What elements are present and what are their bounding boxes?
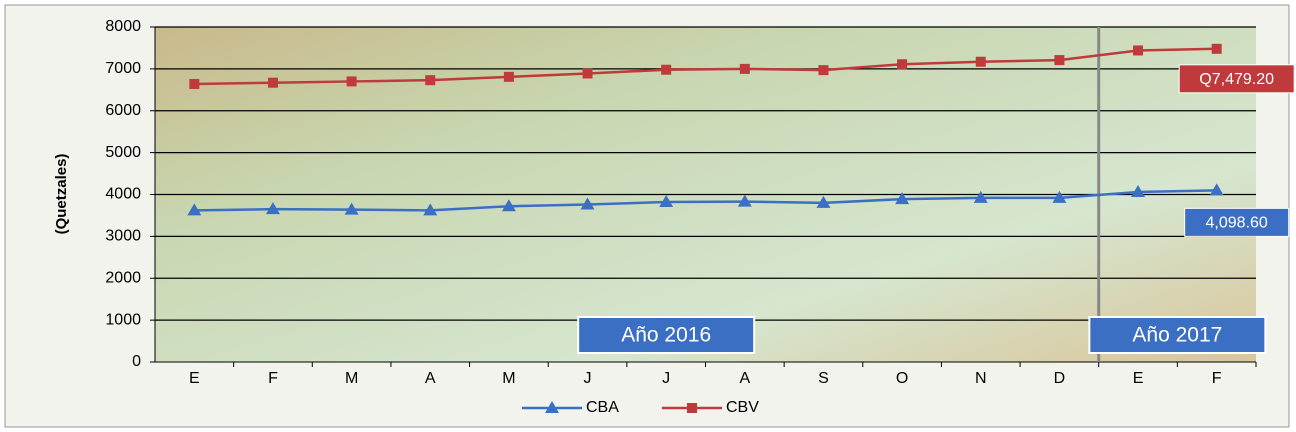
marker — [583, 68, 593, 78]
marker — [1054, 55, 1064, 65]
x-tick-label: D — [1054, 370, 1066, 387]
marker — [818, 65, 828, 75]
marker — [897, 59, 907, 69]
x-tick-label: M — [345, 370, 358, 387]
y-tick-label: 5000 — [105, 144, 141, 161]
y-tick-label: 3000 — [105, 228, 141, 245]
x-tick-label: E — [189, 370, 200, 387]
y-axis-label: (Quetzales) — [53, 154, 70, 235]
marker — [1212, 44, 1222, 54]
chart: (Quetzales) 0 1000 2000 3000 4000 5000 6000 700… — [0, 0, 1296, 432]
y-tick-label: 0 — [132, 353, 141, 370]
x-tick-label: F — [1212, 370, 1222, 387]
x-tick-label: A — [425, 370, 436, 387]
y-tick-label: 1000 — [105, 311, 141, 328]
legend-label: CBA — [586, 399, 619, 416]
marker — [425, 75, 435, 85]
y-tick-label: 6000 — [105, 102, 141, 119]
marker — [976, 57, 986, 67]
marker — [1133, 45, 1143, 55]
annotation: Año 2017 — [1132, 324, 1222, 347]
marker — [504, 72, 514, 82]
y-tick-label: 7000 — [105, 60, 141, 77]
x-tick-label: S — [818, 370, 829, 387]
x-tick-label: J — [662, 370, 670, 387]
legend-label: CBV — [726, 399, 759, 416]
marker — [687, 403, 697, 413]
x-tick-label: J — [584, 370, 592, 387]
value-label: 4,098.60 — [1206, 215, 1268, 232]
annotation: Año 2016 — [621, 324, 711, 347]
value-label: Q7,479.20 — [1199, 71, 1274, 88]
marker — [740, 64, 750, 74]
y-tick-label: 4000 — [105, 186, 141, 203]
x-tick-label: E — [1133, 370, 1144, 387]
marker — [661, 65, 671, 75]
x-tick-label: A — [739, 370, 750, 387]
x-tick-label: N — [975, 370, 987, 387]
marker — [347, 76, 357, 86]
y-tick-label: 2000 — [105, 269, 141, 286]
x-tick-label: O — [896, 370, 908, 387]
x-tick-label: F — [268, 370, 278, 387]
x-tick-label: M — [502, 370, 515, 387]
y-tick-label: 8000 — [105, 18, 141, 35]
marker — [268, 78, 278, 88]
marker — [189, 79, 199, 89]
